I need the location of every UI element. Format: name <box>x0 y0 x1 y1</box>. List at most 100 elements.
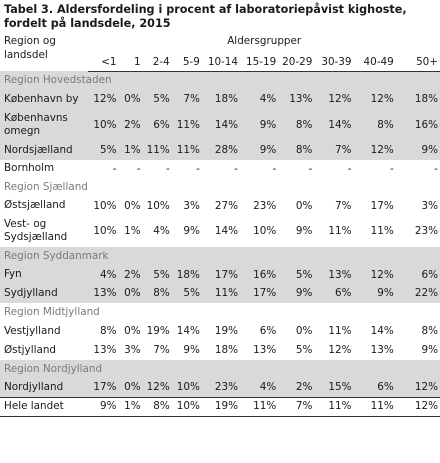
percent-cell: 18% <box>171 266 202 284</box>
region-label: Region Hovedstaden <box>0 71 440 90</box>
landsdel-label: Vestjylland <box>4 324 61 337</box>
percent-cell: 8% <box>278 109 315 141</box>
percent-cell: 13% <box>278 90 315 109</box>
percent-cell: 12% <box>395 378 440 397</box>
percent-cell: 4% <box>88 266 119 284</box>
percent-cell: - <box>165 162 170 175</box>
age-group-header: 40-49 <box>353 51 396 72</box>
percent-cell: 13% <box>93 344 117 356</box>
percent-cell: 6% <box>314 284 354 303</box>
total-percent-cell: 11% <box>314 396 354 417</box>
percent-cell: 15% <box>314 378 354 397</box>
total-percent-cell: 1% <box>118 396 143 417</box>
percent-cell: 2% <box>278 378 315 397</box>
percent-cell: 13% <box>88 284 119 303</box>
percent-cell: 4% <box>153 224 170 237</box>
percent-cell: 9% <box>183 224 200 237</box>
percent-cell: 10% <box>171 378 202 397</box>
percent-cell: - <box>272 162 277 175</box>
percent-cell: 9% <box>421 344 438 356</box>
percent-cell: 6% <box>353 378 396 397</box>
percent-cell: 8% <box>421 325 438 337</box>
percent-cell: 7% <box>171 90 202 109</box>
percent-cell: - <box>136 162 141 175</box>
percent-cell: 10% <box>253 224 277 237</box>
landsdel-label: Fyn <box>0 266 89 284</box>
percent-cell: 16% <box>395 109 440 141</box>
total-percent-cell: 19% <box>201 396 241 417</box>
percent-cell: 10% <box>93 199 117 212</box>
percent-cell: 9% <box>183 344 200 356</box>
percent-cell: 5% <box>142 90 172 109</box>
region-row: Region Midtjylland <box>0 303 440 322</box>
percent-cell: 17% <box>370 199 394 212</box>
table-row: København by 12% 0% 5% 7% 18% 4% 13% 12% 12% 18% <box>0 90 440 109</box>
percent-cell: 11% <box>171 141 202 160</box>
total-label: Hele landet <box>0 396 89 417</box>
landsdel-label: Nordsjælland <box>0 141 89 160</box>
landsdel-label: Vest- og Sydsjælland <box>4 217 68 244</box>
percent-cell: 5% <box>295 344 313 356</box>
percent-cell: 14% <box>201 109 241 141</box>
percent-cell: 5% <box>142 266 172 284</box>
percent-cell: 10% <box>146 199 170 212</box>
percent-cell: 4% <box>240 90 279 109</box>
percent-cell: 3% <box>183 199 200 212</box>
age-group-header: 5-9 <box>171 51 202 72</box>
percent-cell: 23% <box>201 378 241 397</box>
percent-cell: 27% <box>214 199 239 212</box>
table-row: Bornholm - - - - - - - - - - <box>0 160 440 178</box>
age-group-header: <1 <box>88 51 119 72</box>
landsdel-label: Sydjylland <box>0 284 89 303</box>
landsdel-label: København by <box>0 90 89 109</box>
table-row: Vest- og Sydsjælland 10% 1% 4% 9% 14% 10% 9% 11%… <box>0 215 440 247</box>
table-title-line2: fordelt på landsdele, 2015 <box>4 17 171 30</box>
table-row: Østsjælland 10% 0% 10% 3% 27% 23% 0% 7% 17% 3% <box>0 197 440 215</box>
total-percent-cell: 8% <box>142 396 172 417</box>
percent-cell: 11% <box>171 109 202 141</box>
percent-cell: 14% <box>176 325 200 337</box>
total-percent-cell: 11% <box>353 396 396 417</box>
percent-cell: 13% <box>253 344 277 356</box>
table-title-line1: Tabel 3. Aldersfordeling i procent af la… <box>4 3 407 16</box>
percent-cell: 19% <box>146 325 170 337</box>
percent-cell: 6% <box>395 266 440 284</box>
percent-cell: 8% <box>142 284 172 303</box>
landsdel-label: Østsjælland <box>4 199 66 212</box>
region-label: Region Sjælland <box>4 181 88 193</box>
percent-cell: 9% <box>353 284 396 303</box>
percent-cell: 6% <box>142 109 172 141</box>
percent-cell: 12% <box>353 266 396 284</box>
total-percent-cell: 10% <box>171 396 202 417</box>
percent-cell: 10% <box>88 109 119 141</box>
landsdel-label: Bornholm <box>4 162 55 175</box>
total-percent-cell: 9% <box>88 396 119 417</box>
percent-cell: 9% <box>240 109 279 141</box>
percent-cell: 3% <box>421 199 438 212</box>
percent-cell: 1% <box>118 141 143 160</box>
total-percent-cell: 7% <box>278 396 315 417</box>
table-row: Østjylland 13% 3% 7% 9% 18% 13% 5% 12% 13% 9% <box>0 341 440 360</box>
landsdel-label: Københavns omegn <box>0 109 89 141</box>
percent-cell: 18% <box>395 90 440 109</box>
percent-cell: - <box>196 162 200 175</box>
age-group-header: 2-4 <box>142 51 172 72</box>
percent-cell: 0% <box>118 90 143 109</box>
percent-cell: 5% <box>88 141 119 160</box>
table-row: Fyn 4% 2% 5% 18% 17% 16% 5% 13% 12% 6% <box>0 266 440 284</box>
age-group-header: 10-14 <box>201 51 241 72</box>
percent-cell: 11% <box>328 325 352 337</box>
percent-cell: 18% <box>201 90 241 109</box>
region-row: Region Hovedstaden <box>0 71 440 90</box>
percent-cell: 12% <box>328 344 352 356</box>
percent-cell: 28% <box>201 141 241 160</box>
age-group-header: 1 <box>118 51 143 72</box>
percent-cell: 23% <box>253 199 277 212</box>
percent-cell: 12% <box>353 90 396 109</box>
percent-cell: 8% <box>100 325 117 337</box>
table-row: Sydjylland 13% 0% 8% 5% 11% 17% 9% 6% 9% 22% <box>0 284 440 303</box>
percent-cell: 16% <box>240 266 279 284</box>
percent-cell: 17% <box>88 378 119 397</box>
percent-cell: 14% <box>314 109 354 141</box>
percent-cell: 9% <box>295 224 313 237</box>
